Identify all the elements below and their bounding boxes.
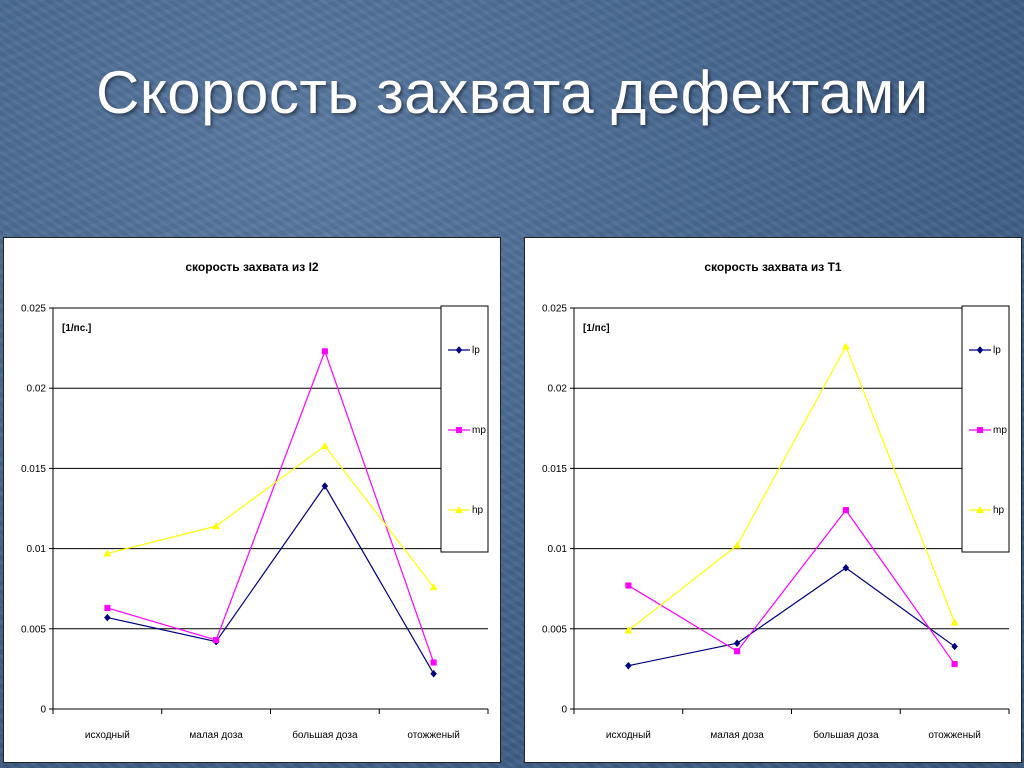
chart-title: скорость захвата из T1 [704,260,842,274]
series-line-lp [628,567,955,667]
chart-panel-i2: скорость захвата из I2 0 0.005 0.01 0.015 0.0… [3,237,501,763]
chart-i2: скорость захвата из I2 0 0.005 0.01 0.015 0.0… [21,260,489,741]
data-point-lp [625,661,632,670]
data-point-hp [320,441,329,449]
data-point-hp [841,342,850,350]
legend-label-mp: mp [472,425,486,436]
y-tick-label: 0.025 [21,304,46,315]
unit-label: [1/пс.] [62,323,91,334]
legend-label-hp: hp [472,505,484,516]
data-point-lp [951,642,958,651]
legend-marker-mp [455,426,463,434]
slide-title: Скорость захвата дефектами [96,59,929,126]
data-point-mp [430,659,437,666]
x-tick-label: малая доза [710,730,764,741]
y-tick-label: 0 [561,705,567,716]
legend-marker-lp [455,346,463,354]
unit-label: [1/пс] [583,323,610,334]
y-tick-label: 0.01 [27,544,47,555]
data-point-mp [625,582,632,589]
legend-label-mp: mp [993,425,1007,436]
data-point-mp [104,604,111,611]
legend-marker-hp [976,505,984,514]
data-point-hp [950,618,959,626]
y-tick-label: 0.02 [27,384,47,395]
data-point-lp [321,482,329,490]
legend-marker-mp [976,426,984,434]
data-point-lp [430,669,437,678]
data-point-hp [733,541,742,549]
series-line-hp [628,345,956,631]
y-tick-label: 0 [40,705,46,716]
x-tick-label: отожженый [407,730,460,741]
legend-label-lp: lp [993,345,1001,356]
data-point-mp [951,661,958,668]
y-tick-label: 0.005 [21,624,46,635]
data-point-mp [842,507,849,514]
data-point-lp [733,639,741,648]
data-point-lp [104,613,111,622]
series-line-lp [107,484,435,675]
data-point-hp [103,549,112,557]
legend-label-lp: lp [472,345,480,356]
y-tick-label: 0.015 [21,464,46,475]
y-tick-label: 0.005 [542,624,567,635]
data-point-mp [734,648,741,655]
legend-marker-hp [455,505,463,514]
x-tick-label: исходный [606,730,651,741]
data-point-lp [842,563,850,572]
chart-t1: скорость захвата из T1 0 0.005 0.01 0.015 0.0… [542,260,1010,741]
y-tick-label: 0.02 [548,384,568,395]
data-point-hp [429,583,438,591]
y-tick-label: 0.015 [542,464,567,475]
legend-box [961,305,1010,553]
x-tick-label: большая доза [292,729,358,741]
chart-title: скорость захвата из I2 [185,260,319,274]
legend-marker-lp [976,346,984,354]
legend-box [440,305,489,553]
data-point-hp [624,626,633,634]
series-line-mp [628,509,956,665]
x-tick-label: малая доза [189,730,243,741]
x-tick-label: большая доза [813,729,879,741]
series-line-hp [107,445,435,588]
x-tick-label: исходный [85,730,130,741]
y-tick-label: 0.01 [548,544,568,555]
x-tick-label: отожженый [928,730,981,741]
chart-panel-t1: скорость захвата из T1 0 0.005 0.01 0.015 0.0… [524,237,1022,763]
data-point-hp [212,522,221,530]
data-point-mp [213,636,220,644]
series-line-mp [107,349,435,663]
y-tick-label: 0.025 [542,304,567,315]
data-point-mp [321,348,328,355]
legend-label-hp: hp [993,505,1005,516]
